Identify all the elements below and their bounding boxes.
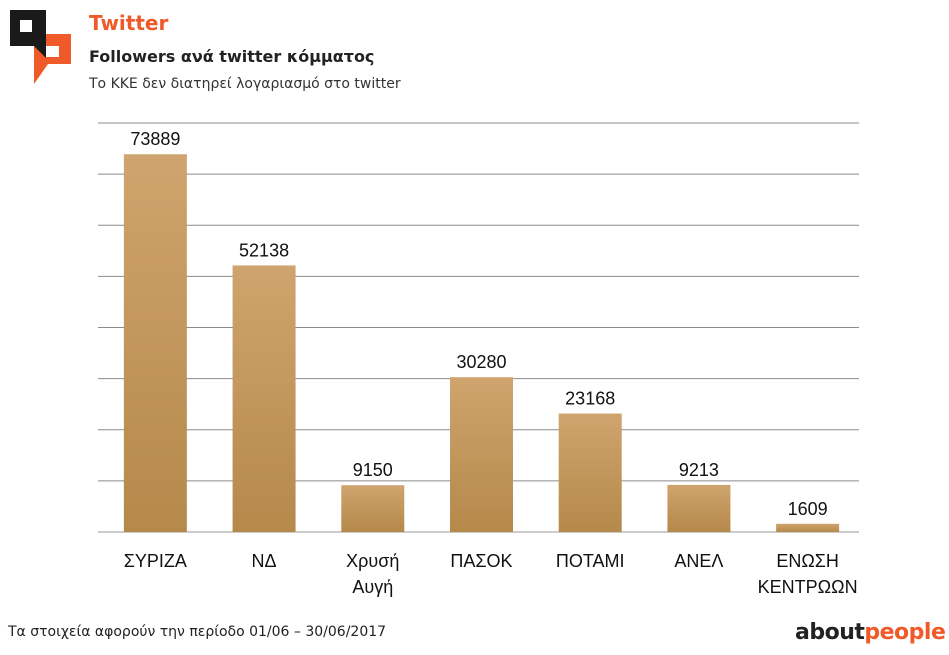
brand-logo: aboutpeople	[795, 620, 946, 645]
x-tick-label: Χρυσή	[346, 551, 399, 571]
x-tick-label: ΠΟΤΑΜΙ	[556, 551, 625, 571]
data-label: 23168	[565, 389, 615, 409]
data-label: 9213	[679, 460, 719, 480]
bar	[450, 377, 513, 532]
x-tick-label: ΚΕΝΤΡΩΩΝ	[758, 577, 858, 597]
x-tick-label: Αυγή	[352, 577, 393, 597]
x-tick-label: ΠΑΣΟΚ	[450, 551, 512, 571]
chart-subtitle: Followers ανά twitter κόμματος	[89, 47, 375, 66]
page-title: Twitter	[89, 11, 169, 35]
period-footnote: Τα στοιχεία αφορούν την περίοδο 01/06 – …	[8, 624, 387, 640]
data-label: 73889	[130, 129, 180, 149]
data-label: 1609	[788, 499, 828, 519]
data-label: 52138	[239, 240, 289, 260]
chart-note: Το ΚΚΕ δεν διατηρεί λογαριασμό στο twitt…	[89, 76, 401, 92]
x-tick-label: ΕΝΩΣΗ	[776, 551, 839, 571]
bar	[232, 265, 296, 532]
bar	[558, 413, 622, 532]
bar	[667, 484, 731, 532]
data-label: 30280	[456, 352, 506, 372]
x-tick-label: ΑΝΕΛ	[674, 551, 723, 571]
bar	[341, 485, 405, 532]
x-tick-label: ΣΥΡΙΖΑ	[124, 551, 187, 571]
logo-icon	[10, 10, 71, 84]
bar	[776, 523, 840, 532]
x-tick-label: ΝΔ	[252, 551, 277, 571]
bar	[123, 154, 187, 532]
data-label: 9150	[353, 460, 393, 480]
